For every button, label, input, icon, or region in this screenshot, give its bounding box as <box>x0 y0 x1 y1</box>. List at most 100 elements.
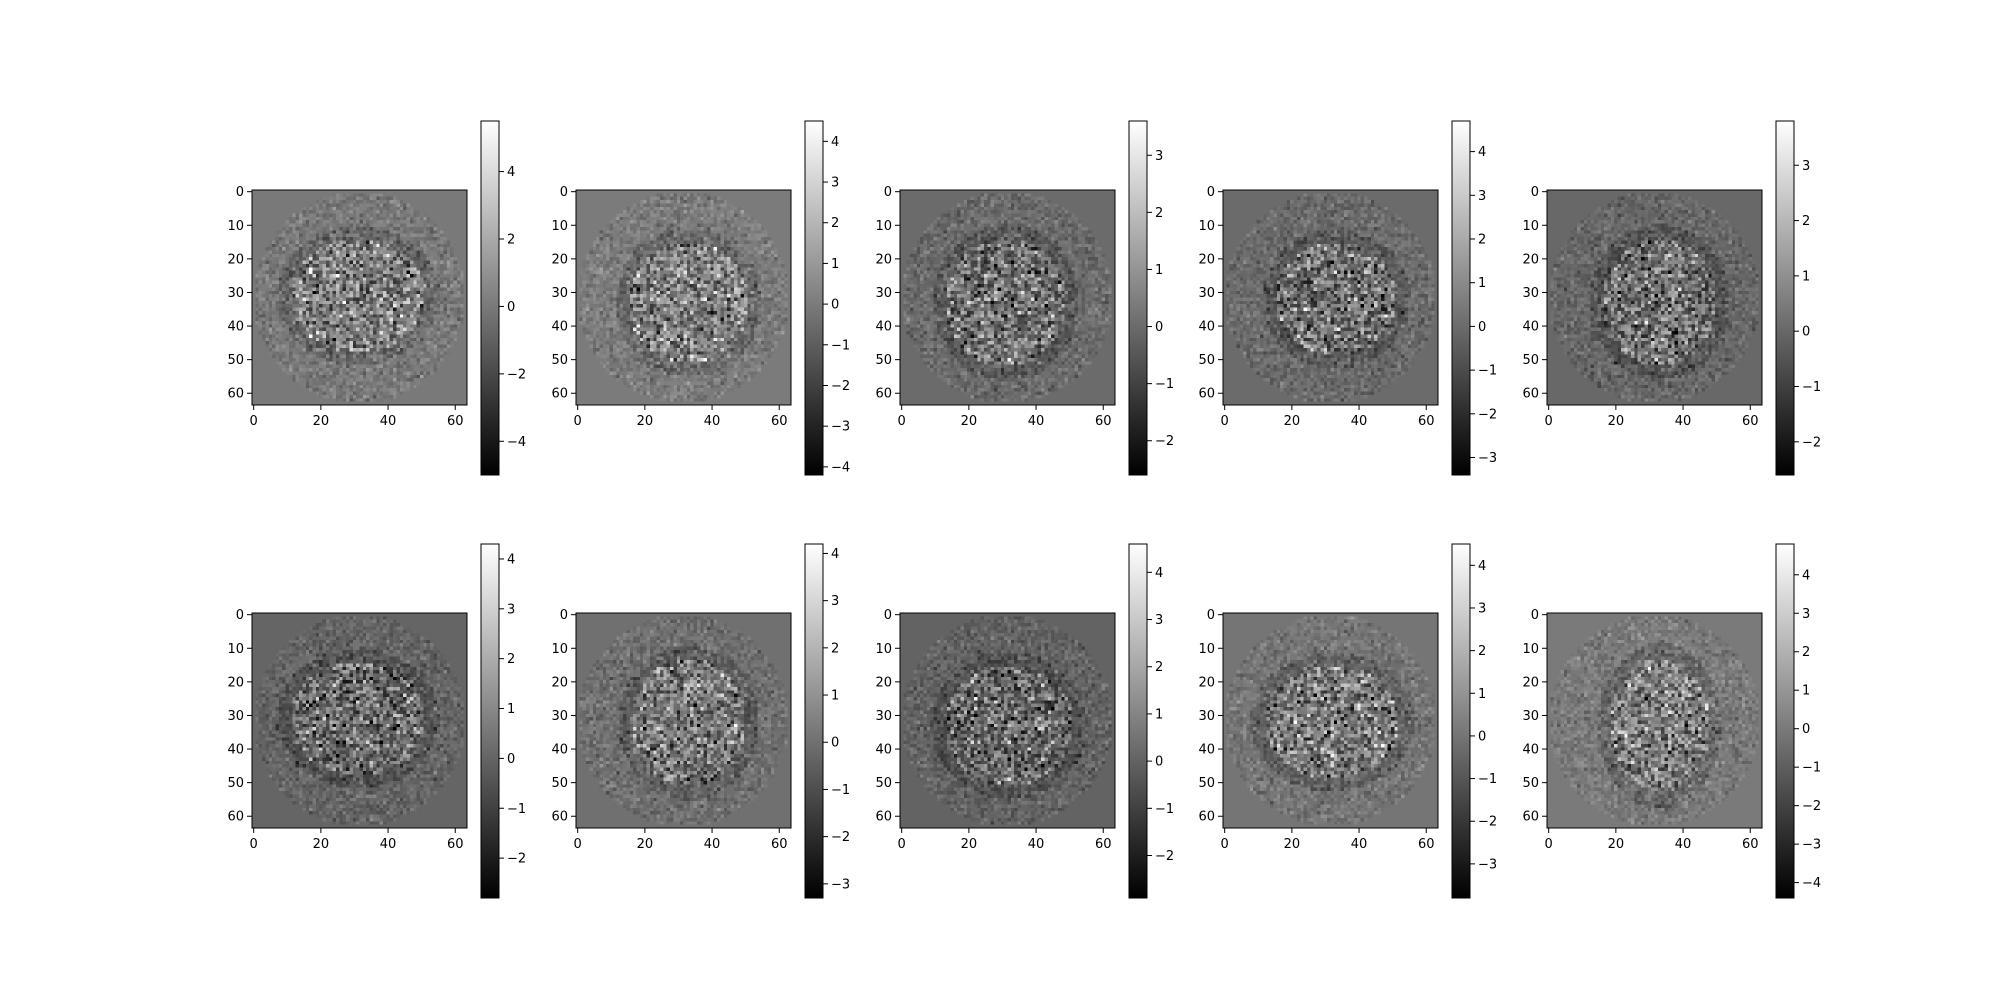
x-tick-label: 20 <box>637 837 654 852</box>
x-tick-label: 0 <box>898 837 906 852</box>
y-tick-label: 10 <box>227 219 244 234</box>
colorbar-tick-label: 2 <box>507 652 515 667</box>
y-tick-label: 30 <box>551 286 568 301</box>
x-tick-label: 60 <box>447 414 464 429</box>
y-tick-label: 0 <box>1531 608 1539 623</box>
axes-frame <box>575 612 792 829</box>
y-tick-label: 0 <box>884 608 892 623</box>
particle-image <box>576 190 791 405</box>
colorbar-tick-label: 2 <box>507 233 515 248</box>
y-tick-label: 30 <box>1198 709 1215 724</box>
colorbar-tick-label: −3 <box>1478 857 1497 872</box>
x-tick-label: 0 <box>898 414 906 429</box>
x-tick-label: 20 <box>961 414 978 429</box>
x-tick-label: 20 <box>1284 837 1301 852</box>
x-tick-label: 60 <box>447 837 464 852</box>
y-tick-label: 10 <box>551 642 568 657</box>
colorbar-tick-label: 0 <box>507 300 515 315</box>
colorbar-tick-label: 0 <box>1802 722 1810 737</box>
x-tick-label: 40 <box>380 414 397 429</box>
y-tick-label: 40 <box>875 320 892 335</box>
colorbar-tick-label: −3 <box>831 877 850 892</box>
image-heatmap <box>1223 190 1438 405</box>
y-tick-label: 0 <box>884 185 892 200</box>
axes-frame <box>575 189 792 406</box>
colorbar <box>804 543 824 899</box>
x-tick-label: 40 <box>704 837 721 852</box>
y-tick-label: 20 <box>1522 675 1539 690</box>
colorbar-tick-label: 4 <box>1155 566 1163 581</box>
y-tick-label: 50 <box>875 776 892 791</box>
y-tick-label: 30 <box>551 709 568 724</box>
colorbar-tick-label: 0 <box>507 752 515 767</box>
axes-frame <box>1546 189 1763 406</box>
colorbar-tick-label: 0 <box>1478 729 1486 744</box>
y-tick-label: 0 <box>236 185 244 200</box>
particle-image <box>1223 613 1438 828</box>
x-tick-label: 0 <box>250 414 258 429</box>
y-tick-label: 60 <box>1522 810 1539 825</box>
y-tick-label: 40 <box>227 743 244 758</box>
colorbar <box>1451 543 1471 899</box>
particle-image <box>900 613 1115 828</box>
y-tick-label: 20 <box>551 252 568 267</box>
colorbar-tick-label: 1 <box>831 257 839 272</box>
colorbar-tick-label: 2 <box>831 641 839 656</box>
colorbar-tick-label: 2 <box>1155 660 1163 675</box>
y-tick-label: 10 <box>875 642 892 657</box>
colorbar <box>804 120 824 476</box>
y-tick-label: 20 <box>551 675 568 690</box>
colorbar-tick-label: 0 <box>1478 320 1486 335</box>
colorbar-tick-label: 4 <box>1802 568 1810 583</box>
colorbar-tick-label: 3 <box>1478 189 1486 204</box>
colorbar-tick-label: 2 <box>1478 233 1486 248</box>
y-tick-label: 60 <box>227 810 244 825</box>
colorbar-tick-label: 2 <box>1155 206 1163 221</box>
y-tick-label: 30 <box>1522 286 1539 301</box>
x-tick-label: 40 <box>704 414 721 429</box>
y-tick-label: 10 <box>875 219 892 234</box>
image-heatmap <box>900 613 1115 828</box>
y-tick-label: 60 <box>551 810 568 825</box>
colorbar <box>1128 543 1148 899</box>
y-tick-label: 50 <box>1522 353 1539 368</box>
x-tick-label: 0 <box>1545 837 1553 852</box>
colorbar-tick-label: 0 <box>831 736 839 751</box>
particle-image <box>576 613 791 828</box>
colorbar-tick-label: −2 <box>1802 435 1821 450</box>
image-heatmap <box>900 190 1115 405</box>
colorbar-tick-label: −2 <box>1155 849 1174 864</box>
colorbar-tick-label: 2 <box>831 216 839 231</box>
x-tick-label: 60 <box>1742 414 1759 429</box>
x-tick-label: 20 <box>1608 414 1625 429</box>
colorbar-tick-label: −2 <box>507 367 526 382</box>
image-heatmap <box>576 190 791 405</box>
y-tick-label: 20 <box>1198 252 1215 267</box>
colorbar-tick-label: 1 <box>1155 263 1163 278</box>
x-tick-label: 20 <box>1284 414 1301 429</box>
colorbar-tick-label: 3 <box>1478 601 1486 616</box>
x-tick-label: 40 <box>1351 414 1368 429</box>
colorbar-tick-label: 1 <box>1155 707 1163 722</box>
colorbar-tick-label: −2 <box>1478 815 1497 830</box>
y-tick-label: 20 <box>1198 675 1215 690</box>
image-heatmap <box>252 190 467 405</box>
axes-frame <box>251 612 468 829</box>
x-tick-label: 60 <box>771 837 788 852</box>
x-tick-label: 60 <box>771 414 788 429</box>
colorbar-tick-label: 4 <box>831 547 839 562</box>
y-tick-label: 40 <box>875 743 892 758</box>
y-tick-label: 50 <box>1522 776 1539 791</box>
colorbar-tick-label: 3 <box>1155 613 1163 628</box>
particle-image <box>900 190 1115 405</box>
x-tick-label: 60 <box>1095 837 1112 852</box>
colorbar <box>480 120 500 476</box>
colorbar-tick-label: −2 <box>831 830 850 845</box>
